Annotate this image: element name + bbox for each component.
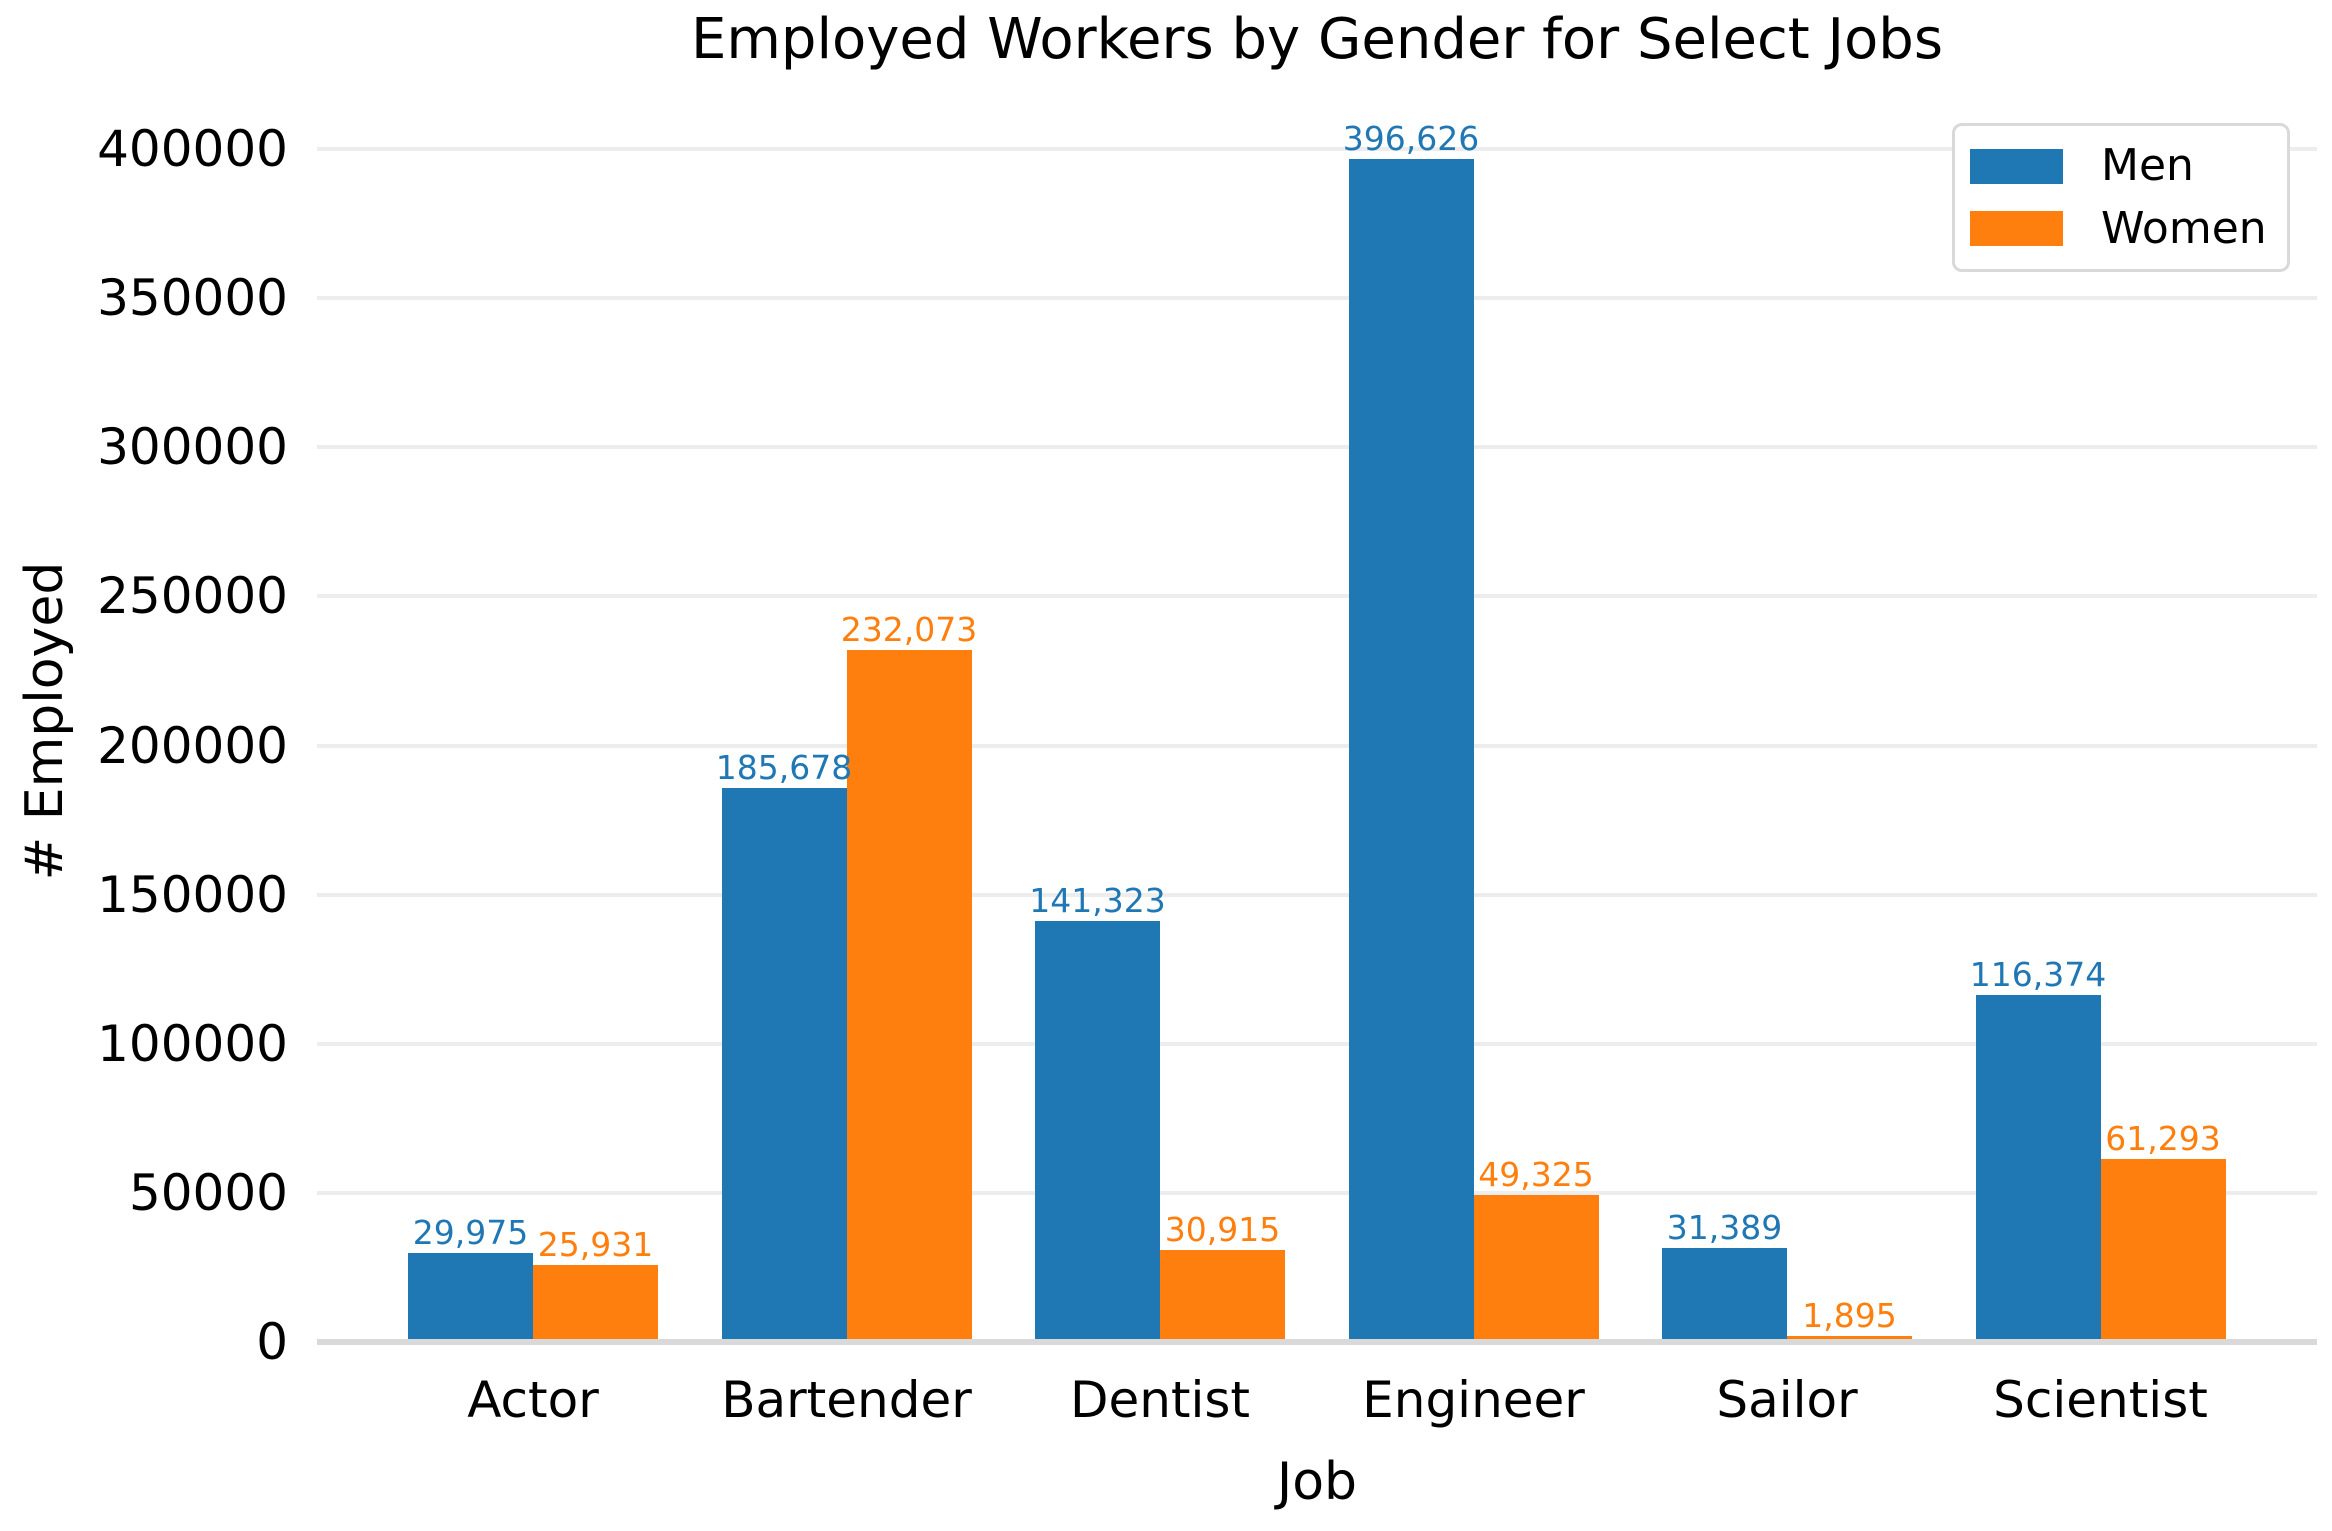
y-tick-label: 300000	[97, 418, 288, 477]
bar-women-engineer	[1473, 1194, 1599, 1339]
legend-item-men: Men	[1970, 144, 2287, 188]
y-tick-label: 250000	[97, 567, 288, 626]
value-label-men-dentist: 141,323	[1029, 880, 1166, 920]
x-tick-label-scientist: Scientist	[1993, 1371, 2208, 1429]
bar-men-dentist	[1035, 920, 1160, 1339]
value-label-women-scientist: 61,293	[2105, 1119, 2221, 1159]
bar-men-sailor	[1662, 1248, 1787, 1339]
men-series-swatch-icon	[1970, 148, 2063, 184]
y-tick-label: 400000	[97, 120, 288, 178]
chart-title: Employed Workers by Gender for Select Jo…	[690, 7, 1943, 72]
value-label-women-sailor: 1,895	[1802, 1296, 1897, 1336]
legend: Men Women	[1952, 123, 2290, 272]
gridline	[317, 892, 2317, 897]
y-tick-label: 350000	[97, 269, 288, 328]
value-label-men-bartender: 185,678	[715, 748, 853, 788]
bar-women-sailor	[1787, 1336, 1912, 1339]
legend-item-women: Women	[1970, 202, 2287, 254]
bar-men-engineer	[1348, 159, 1474, 1339]
value-label-men-scientist: 116,374	[1969, 954, 2107, 994]
bar-women-bartender	[846, 649, 972, 1339]
x-tick-label-bartender: Bartender	[721, 1371, 972, 1429]
value-label-women-actor: 25,931	[537, 1224, 654, 1264]
value-label-men-sailor: 31,389	[1666, 1208, 1783, 1248]
value-label-men-actor: 29,975	[412, 1212, 529, 1252]
gridline	[317, 1041, 2317, 1046]
gridline	[317, 1190, 2317, 1195]
y-tick-label: 200000	[97, 716, 288, 775]
y-tick-label: 50000	[128, 1163, 288, 1222]
y-tick-label: 150000	[97, 865, 288, 924]
bar-women-actor	[533, 1264, 658, 1339]
x-tick-label-dentist: Dentist	[1069, 1371, 1251, 1429]
y-tick-label: 100000	[97, 1014, 288, 1073]
value-label-women-engineer: 49,325	[1478, 1154, 1594, 1194]
value-label-women-bartender: 232,073	[840, 609, 978, 649]
bar-men-actor	[408, 1252, 533, 1339]
legend-label-men: Men	[2101, 140, 2194, 192]
x-axis-line	[317, 1339, 2317, 1345]
value-label-women-dentist: 30,915	[1164, 1209, 1281, 1249]
bar-women-scientist	[2100, 1159, 2226, 1339]
gridline	[317, 743, 2317, 748]
y-tick-label: 0	[256, 1313, 288, 1371]
x-axis-title: Job	[1276, 1452, 1358, 1512]
legend-label-women: Women	[2101, 202, 2267, 254]
bar-women-dentist	[1160, 1249, 1285, 1339]
bar-men-bartender	[721, 788, 847, 1339]
bar-men-scientist	[1975, 994, 2101, 1339]
gridline	[317, 445, 2317, 450]
value-label-men-engineer: 396,626	[1342, 119, 1480, 159]
x-tick-label-sailor: Sailor	[1716, 1371, 1858, 1429]
women-series-swatch-icon	[1970, 211, 2063, 247]
x-tick-label-actor: Actor	[467, 1371, 599, 1429]
x-tick-label-engineer: Engineer	[1362, 1371, 1585, 1429]
gridline	[317, 296, 2317, 301]
gridline	[317, 594, 2317, 599]
gridline	[317, 147, 2317, 151]
